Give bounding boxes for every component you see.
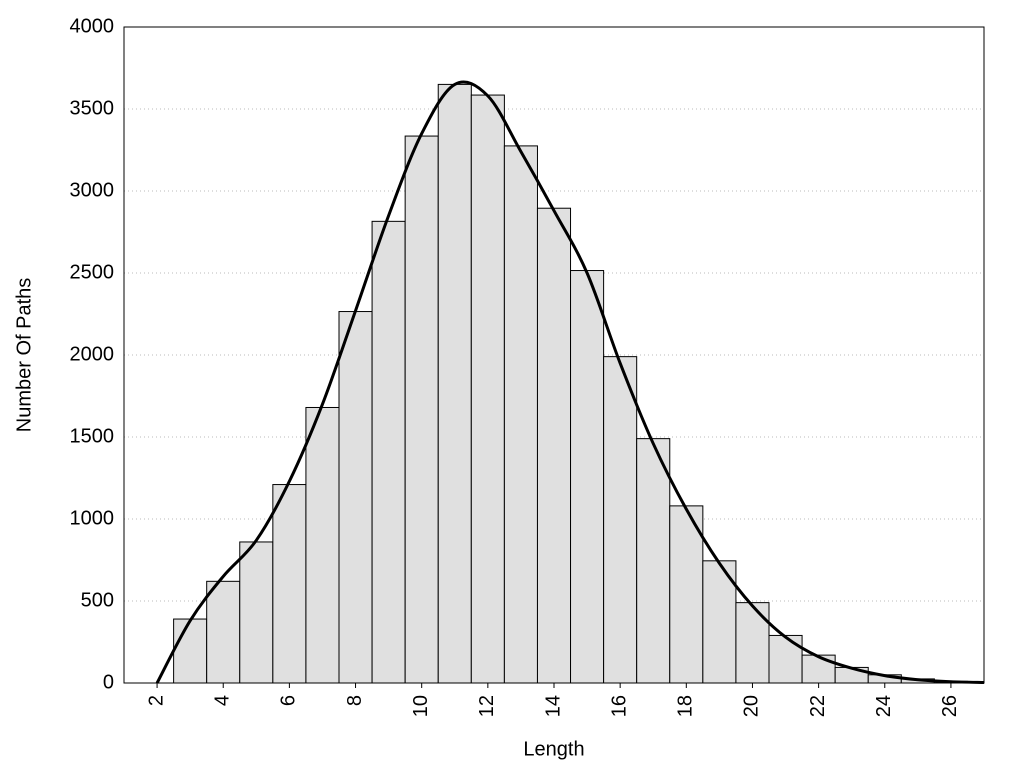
bar (437, 83, 472, 684)
bar (669, 505, 704, 684)
bar (272, 484, 307, 684)
x-tick-label: 10 (410, 695, 432, 717)
y-axis-label: Number Of Paths (13, 278, 35, 433)
x-tick-label: 16 (608, 695, 630, 717)
bar (503, 145, 538, 684)
bar (470, 94, 505, 684)
y-tick-label: 0 (103, 671, 114, 693)
y-tick-label: 2500 (70, 261, 115, 283)
x-tick-label: 2 (145, 695, 167, 706)
x-tick-label: 8 (344, 695, 366, 706)
bar (371, 220, 406, 684)
bar (768, 634, 803, 684)
plot-frame (123, 26, 985, 684)
bar (404, 135, 439, 684)
x-tick-label: 12 (476, 695, 498, 717)
bar (305, 406, 340, 684)
density-curve (155, 80, 985, 685)
y-tick-label: 2000 (70, 343, 115, 365)
bar (239, 541, 274, 684)
y-tick-label: 3500 (70, 97, 115, 119)
x-tick-label: 18 (675, 695, 697, 717)
x-tick-label: 22 (807, 695, 829, 717)
y-tick-label: 4000 (70, 15, 115, 37)
bar (173, 618, 208, 684)
x-tick-label: 14 (542, 695, 564, 717)
bar (735, 602, 770, 684)
y-tick-label: 1000 (70, 507, 115, 529)
x-tick-label: 4 (212, 695, 234, 706)
bar (206, 580, 241, 684)
bar (570, 270, 605, 684)
bar (338, 311, 373, 684)
y-tick-label: 3000 (70, 179, 115, 201)
x-tick-label: 24 (873, 695, 895, 717)
bar (636, 438, 671, 684)
x-tick-label: 6 (278, 695, 300, 706)
x-axis-label: Length (523, 738, 584, 760)
x-tick-label: 20 (741, 695, 763, 717)
bar (603, 356, 638, 684)
y-tick-label: 1500 (70, 425, 115, 447)
bar (801, 654, 836, 684)
bar (536, 207, 572, 684)
y-tick-label: 500 (81, 589, 114, 611)
x-tick-label: 26 (939, 695, 961, 717)
